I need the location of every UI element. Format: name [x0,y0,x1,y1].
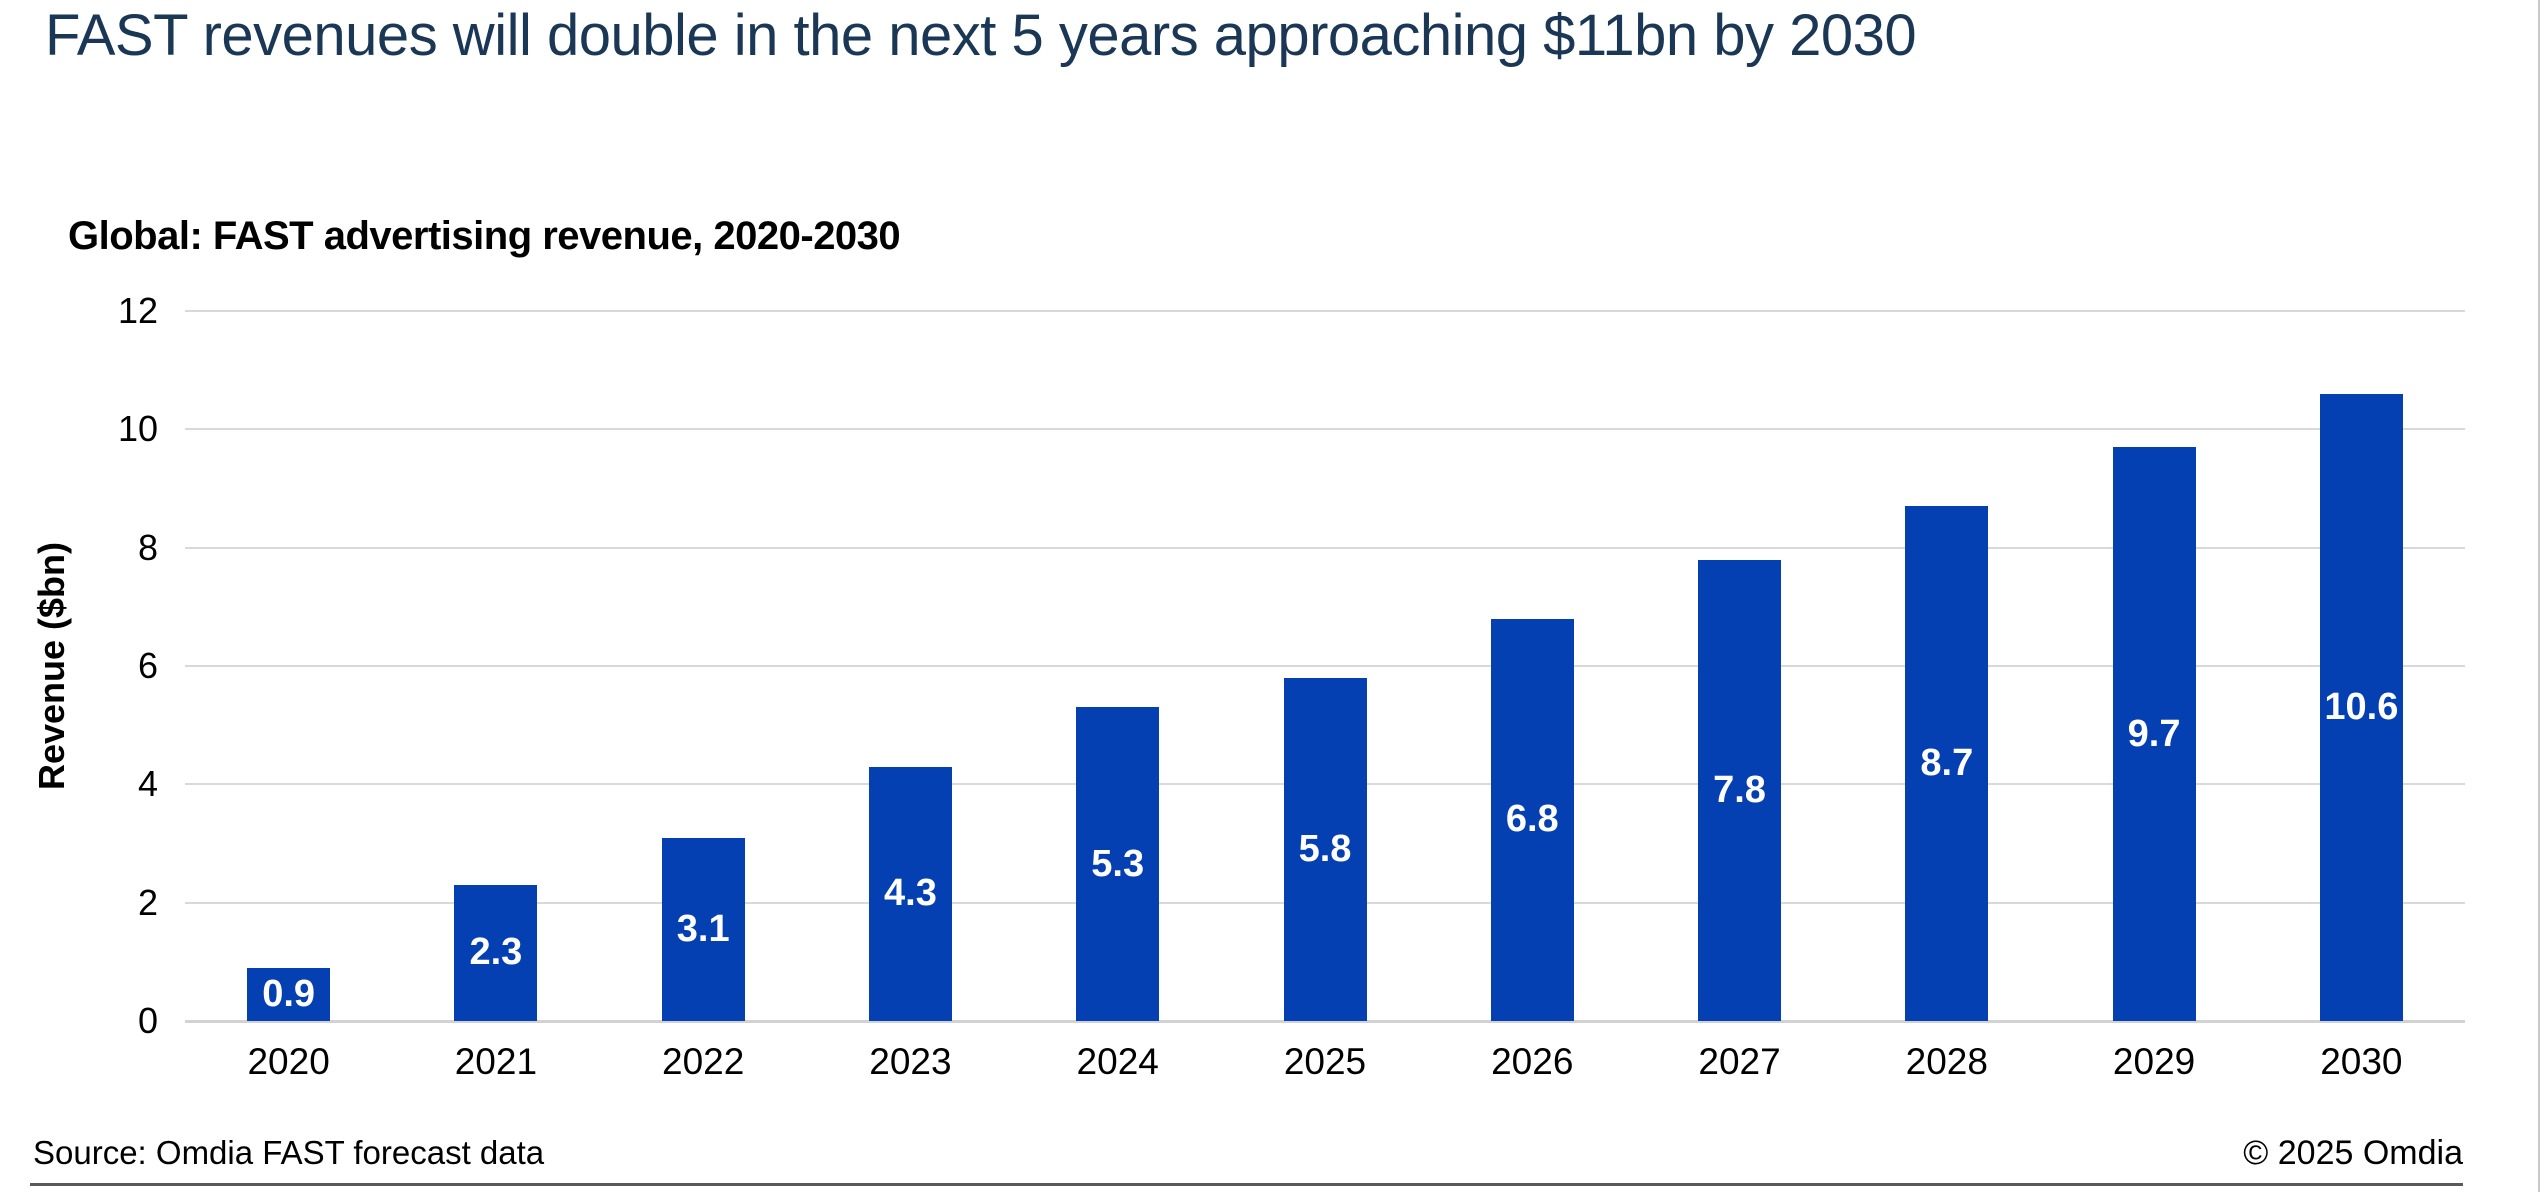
bar-label-2029: 9.7 [2127,712,2181,755]
y-tick-0: 0 [137,1000,158,1041]
y-tick-2: 2 [137,881,158,923]
bar-label-2027: 7.8 [1713,768,1766,811]
bar-label-2028: 8.7 [1920,742,1974,785]
gridline-y-12 [185,310,2465,312]
x-label-2024: 2024 [1076,1041,1159,1082]
bar-label-2030: 10.6 [2324,685,2399,728]
bar-2028: 8.7 [1905,506,1989,1021]
y-tick-8: 8 [137,526,158,568]
y-tick-6: 6 [137,645,158,686]
x-label-2022: 2022 [662,1041,745,1082]
y-tick-12: 12 [117,290,158,331]
x-label-2030: 2030 [2320,1041,2403,1082]
bar-label-2023: 4.3 [884,872,937,915]
page-title: FAST revenues will double in the next 5 … [45,3,1917,68]
bar-label-2025: 5.8 [1298,827,1352,870]
x-label-2027: 2027 [1698,1041,1781,1082]
bar-2023: 4.3 [868,766,952,1021]
x-label-2021: 2021 [454,1041,538,1082]
bar-label-2024: 5.3 [1091,842,1145,885]
bar-2020: 0.9 [247,967,331,1021]
bar-2026: 6.8 [1490,618,1574,1021]
x-label-2023: 2023 [869,1041,952,1082]
chart-title: Global: FAST advertising revenue, 2020-2… [68,214,901,258]
page-right-border [2538,0,2540,1192]
gridline-y-8 [185,546,2465,549]
source-note: Source: Omdia FAST forecast data [33,1134,545,1171]
bar-label-2026: 6.8 [1505,798,1559,841]
bar-2021: 2.3 [454,884,538,1021]
bar-2027: 7.8 [1698,559,1782,1021]
x-label-2025: 2025 [1283,1041,1367,1082]
bar-label-2021: 2.3 [469,931,523,974]
bar-2024: 5.3 [1076,707,1160,1021]
x-label-2029: 2029 [2112,1041,2196,1082]
bar-label-2022: 3.1 [676,907,730,950]
bar-2030: 10.6 [2319,393,2403,1021]
bar-2025: 5.8 [1283,677,1367,1021]
bar-label-2020: 0.9 [262,972,316,1015]
gridline-y-6 [185,665,2465,667]
y-tick-4: 4 [137,763,158,805]
copyright-note: © 2025 Omdia [2243,1134,2463,1172]
bar-2022: 3.1 [661,837,745,1021]
x-label-2020: 2020 [247,1041,330,1082]
x-label-2026: 2026 [1491,1041,1574,1082]
footer-divider [30,1183,2463,1186]
y-tick-10: 10 [117,408,158,450]
gridline-y-10 [185,428,2465,431]
bar-2029: 9.7 [2112,447,2196,1021]
x-axis-baseline [185,1020,2465,1023]
x-label-2028: 2028 [1905,1041,1988,1082]
